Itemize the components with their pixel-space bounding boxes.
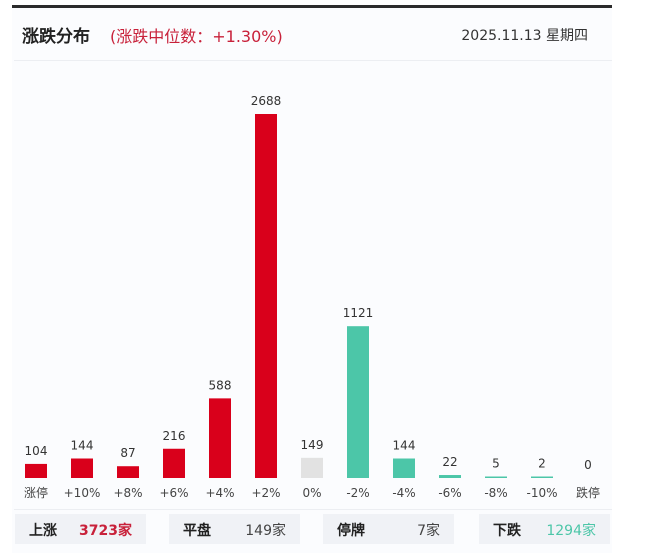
category-label: 跌停 <box>576 485 600 500</box>
stat-down: 下跌 1294家 <box>479 514 610 544</box>
stat-up: 上涨 3723家 <box>15 514 146 544</box>
category-label: +4% <box>205 486 234 500</box>
median-change: (涨跌中位数：+1.30%) <box>110 27 283 46</box>
data-label: 104 <box>25 444 48 458</box>
bar <box>255 114 277 478</box>
stat-label: 下跌 <box>493 523 521 539</box>
bar <box>393 458 415 478</box>
category-label: +10% <box>64 486 101 500</box>
bar <box>439 475 461 478</box>
bar <box>301 457 323 478</box>
category-label: -8% <box>484 486 507 500</box>
bar <box>117 466 139 478</box>
category-label: 0% <box>302 486 321 500</box>
bar <box>485 476 507 478</box>
stat-value: 3723家 <box>79 523 132 539</box>
data-label: 588 <box>209 378 232 392</box>
data-label: 1121 <box>343 306 374 320</box>
stat-label: 平盘 <box>183 523 211 539</box>
divider <box>14 509 612 510</box>
stat-value: 7家 <box>417 523 440 539</box>
bar <box>531 476 553 478</box>
stat-flat: 平盘 149家 <box>169 514 300 544</box>
category-label: -10% <box>526 486 557 500</box>
data-label: 2688 <box>251 94 282 108</box>
distribution-bar-chart: 104 涨停 144 +10% 87 +8% 216 +6% 588 +4% 2688 +2% 149 0… <box>24 94 600 500</box>
data-label: 22 <box>442 455 457 469</box>
bar <box>209 398 231 478</box>
data-label: 144 <box>71 439 94 453</box>
data-label: 144 <box>393 439 416 453</box>
stat-value: 1294家 <box>546 523 596 539</box>
bar <box>347 326 369 478</box>
category-label: +2% <box>251 486 280 500</box>
category-label: +8% <box>113 486 142 500</box>
data-label: 149 <box>301 438 324 452</box>
divider <box>14 60 612 61</box>
category-label: -4% <box>392 486 415 500</box>
date-label: 2025.11.13 星期四 <box>461 28 588 44</box>
data-label: 5 <box>492 457 500 471</box>
category-label: -6% <box>438 486 461 500</box>
stat-suspended: 停牌 7家 <box>323 514 454 544</box>
data-label: 216 <box>163 429 186 443</box>
category-label: -2% <box>346 486 369 500</box>
bar <box>25 463 47 478</box>
stat-label: 上涨 <box>29 523 57 539</box>
category-label: 涨停 <box>24 485 48 500</box>
data-label: 2 <box>538 457 546 471</box>
panel-title: 涨跌分布 <box>22 27 90 47</box>
bar <box>163 448 185 478</box>
data-label: 0 <box>584 458 592 472</box>
bar <box>71 458 93 478</box>
category-label: +6% <box>159 486 188 500</box>
stat-label: 停牌 <box>337 523 365 539</box>
data-label: 87 <box>120 446 135 460</box>
stat-value: 149家 <box>245 523 286 539</box>
